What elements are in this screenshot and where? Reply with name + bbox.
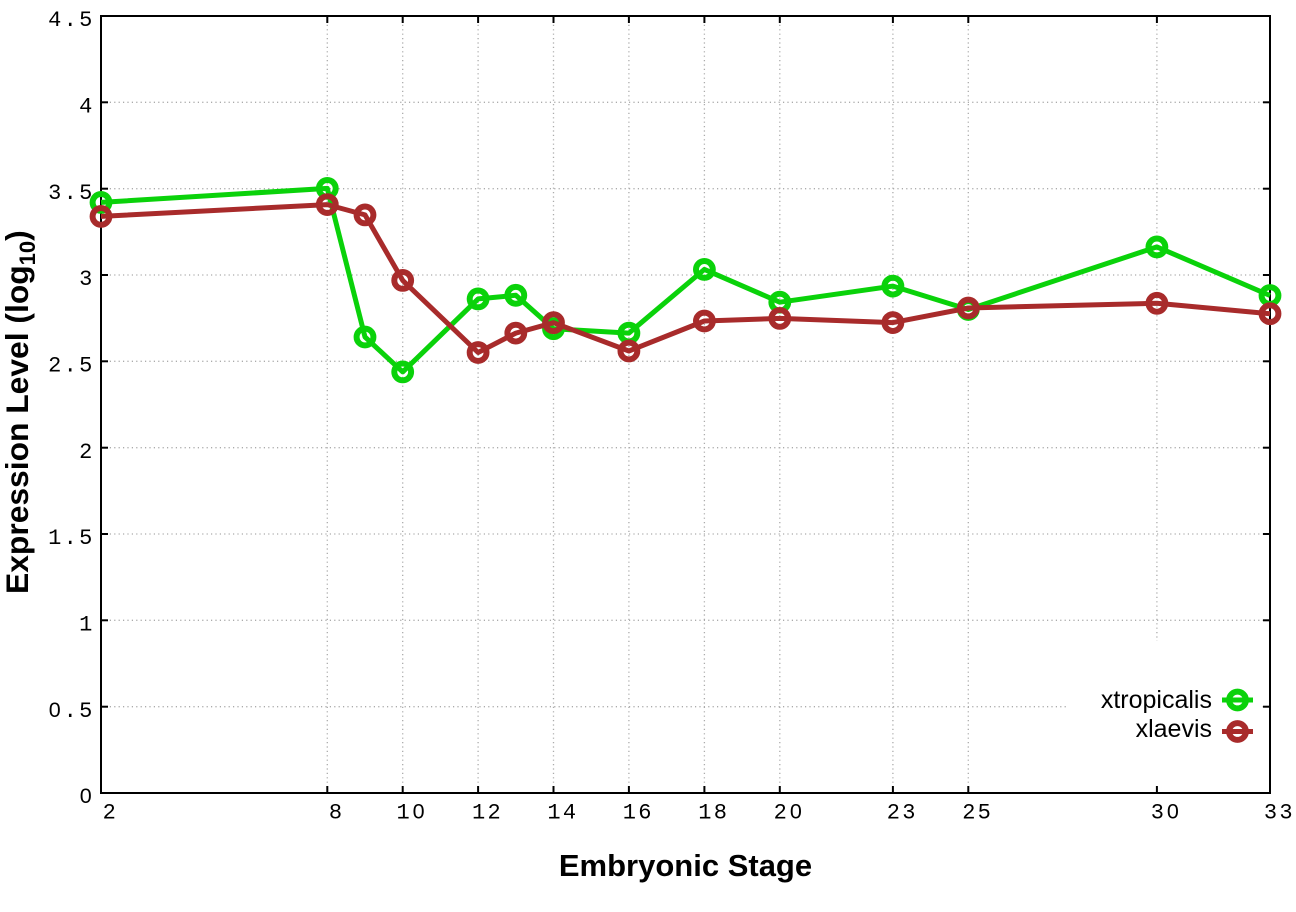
svg-text:0: 0 [49,698,61,722]
svg-text:5: 5 [79,8,92,33]
svg-text:6: 6 [638,801,651,826]
svg-text:5: 5 [79,353,92,378]
svg-text:1: 1 [547,801,560,826]
svg-text:2: 2 [962,801,975,826]
svg-text:3: 3 [1264,801,1277,826]
svg-text:5: 5 [978,801,991,826]
svg-text:.: . [64,353,77,378]
svg-text:2: 2 [79,440,92,465]
svg-text:Embryonic Stage: Embryonic Stage [559,848,812,883]
svg-text:1: 1 [472,801,485,826]
svg-text:4: 4 [563,801,576,826]
svg-text:1: 1 [698,801,711,826]
svg-text:4: 4 [79,94,92,119]
svg-text:5: 5 [79,181,92,206]
svg-text:1: 1 [48,526,61,551]
svg-text:xlaevis: xlaevis [1136,715,1212,743]
svg-text:2: 2 [487,801,500,826]
svg-text:1: 1 [79,612,92,637]
svg-text:2: 2 [48,353,61,378]
svg-text:5: 5 [79,699,92,724]
svg-text:xtropicalis: xtropicalis [1101,686,1212,714]
svg-text:.: . [64,8,77,33]
svg-text:0: 0 [80,784,92,808]
svg-text:.: . [64,526,77,551]
svg-text:0: 0 [413,800,425,824]
svg-text:.: . [64,699,77,724]
svg-text:8: 8 [329,801,342,826]
svg-text:3: 3 [902,801,915,826]
svg-text:3: 3 [1279,801,1292,826]
svg-text:0: 0 [1167,800,1179,824]
svg-text:3: 3 [1151,801,1164,826]
svg-text:5: 5 [79,526,92,551]
svg-text:.: . [64,181,77,206]
svg-text:3: 3 [48,181,61,206]
svg-text:8: 8 [714,801,727,826]
svg-text:1: 1 [623,801,636,826]
svg-text:3: 3 [79,267,92,292]
svg-text:Expression Level (log10): Expression Level (log10) [0,230,40,594]
svg-text:0: 0 [790,800,802,824]
svg-text:2: 2 [103,801,116,826]
svg-text:1: 1 [396,801,409,826]
svg-text:4: 4 [48,8,61,33]
svg-text:2: 2 [774,801,787,826]
svg-text:2: 2 [887,801,900,826]
